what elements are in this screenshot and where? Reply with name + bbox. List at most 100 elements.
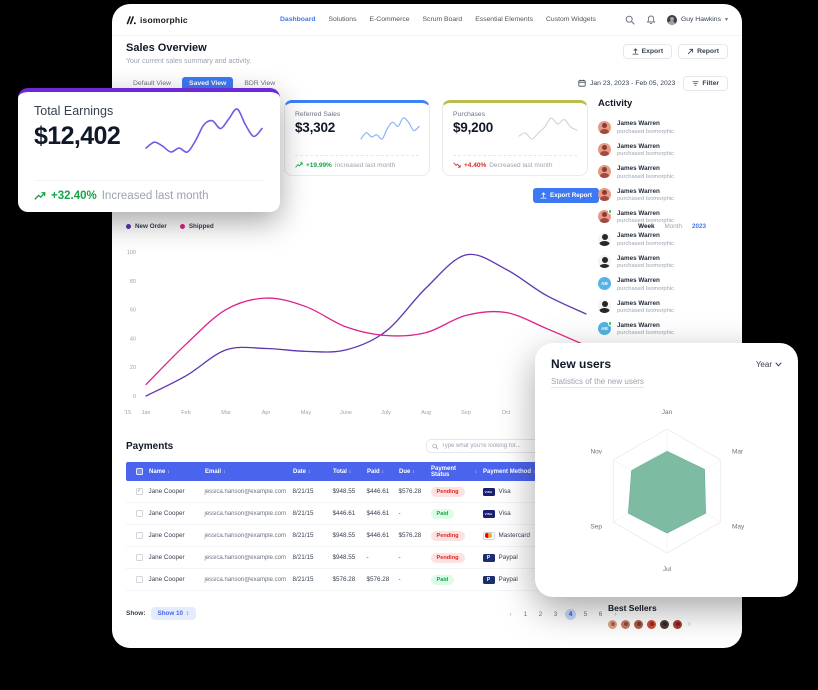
tab-saved-view[interactable]: Saved View xyxy=(182,76,234,90)
legend-dot xyxy=(126,224,131,229)
cell-status: Pending xyxy=(425,530,477,541)
page-1[interactable]: 1 xyxy=(523,611,528,618)
radar-chart: Jan Mar May Jul Sep Nov xyxy=(590,409,745,573)
activity-item: James Warren purchased Isomorphic xyxy=(598,228,732,250)
export-button[interactable]: Export xyxy=(622,44,673,59)
date-range-picker[interactable]: Jan 23, 2023 - Feb 05, 2023 xyxy=(578,79,675,87)
svg-text:June: June xyxy=(340,410,352,416)
sort-icon[interactable]: ↕ xyxy=(533,469,535,474)
page-3[interactable]: 3 xyxy=(553,611,558,618)
best-seller-avatar[interactable] xyxy=(660,620,669,629)
tab-default-view[interactable]: Default View xyxy=(133,79,172,87)
legend-item-shipped[interactable]: Shipped xyxy=(179,223,214,230)
status-badge: Pending xyxy=(430,486,465,497)
page-arrow[interactable]: ‹ xyxy=(509,611,512,618)
status-badge: Pending xyxy=(430,530,465,541)
activity-action: purchased Isomorphic xyxy=(617,330,675,337)
period-month[interactable]: Month xyxy=(664,223,682,230)
row-checkbox[interactable] xyxy=(136,554,143,561)
pagination: ‹ 1 2 3 4 5 6 › xyxy=(505,609,621,620)
best-seller-avatar[interactable] xyxy=(673,620,682,629)
sort-icon[interactable]: ↕ xyxy=(223,469,226,474)
row-checkbox[interactable] xyxy=(136,510,143,517)
nav-item-custom-widgets[interactable]: Custom Widgets xyxy=(546,16,596,23)
activity-action: purchased Isomorphic xyxy=(617,285,675,292)
best-seller-avatar[interactable] xyxy=(621,620,630,629)
period-2023[interactable]: 2023 xyxy=(691,223,706,230)
export-report-button[interactable]: Export Report xyxy=(533,188,599,203)
report-button[interactable]: Report xyxy=(678,44,728,59)
svg-text:Mar: Mar xyxy=(221,410,231,416)
row-checkbox[interactable] xyxy=(136,532,143,539)
user-menu[interactable]: Guy Hawkins ▾ xyxy=(666,14,728,25)
search-input[interactable] xyxy=(441,443,534,449)
nav-item-essential-elements[interactable]: Essential Elements xyxy=(475,16,533,23)
nav-item-dashboard[interactable]: Dashboard xyxy=(280,16,316,23)
svg-text:Mar: Mar xyxy=(732,449,744,456)
best-seller-avatar[interactable] xyxy=(647,620,656,629)
activity-item: James Warren purchased Isomorphic xyxy=(598,138,732,160)
activity-panel: Activity James Warren purchased Isomorphi… xyxy=(598,98,732,362)
sort-icon[interactable]: ↕ xyxy=(474,469,477,474)
total-earnings-card: Total Earnings $12,402 +32.40% Increased… xyxy=(18,88,280,212)
new-users-subtitle: Statistics of the new users xyxy=(551,377,644,388)
cell-due: - xyxy=(398,554,401,561)
activity-user-name: James Warren xyxy=(617,232,660,240)
logo[interactable]: isomorphic xyxy=(126,15,188,25)
nav-item-solutions[interactable]: Solutions xyxy=(328,16,357,23)
svg-text:Aug: Aug xyxy=(421,410,431,416)
best-sellers: Best Sellers › xyxy=(608,603,690,629)
column-header-name[interactable]: Name ↕ xyxy=(149,468,170,475)
cell-method: P Paypal xyxy=(477,553,705,562)
legend-item-new-order[interactable]: New Order xyxy=(126,223,167,230)
period-dropdown[interactable]: Year xyxy=(756,360,782,369)
activity-user-name: James Warren xyxy=(617,254,660,262)
sort-icon[interactable]: ↕ xyxy=(348,469,352,474)
sort-icon[interactable]: ↕ xyxy=(308,469,311,474)
chevron-right-icon[interactable]: › xyxy=(688,621,691,628)
row-checkbox[interactable] xyxy=(136,576,143,583)
table-row: ✓ Jane Cooper jessica.hanson@example.com 8/… xyxy=(126,481,728,503)
period-week[interactable]: Week xyxy=(638,223,655,230)
column-header-due[interactable]: Due ↕ xyxy=(399,468,415,475)
page-4[interactable]: 4 xyxy=(565,609,576,620)
search-icon[interactable] xyxy=(625,15,635,25)
column-header-payment-status[interactable]: Payment Status ↕ xyxy=(431,465,477,478)
page-6[interactable]: 6 xyxy=(598,611,603,618)
best-seller-avatar[interactable] xyxy=(634,620,643,629)
trend-up-icon xyxy=(34,190,46,202)
search-icon xyxy=(432,443,439,449)
row-checkbox[interactable]: ✓ xyxy=(136,488,143,495)
page-2[interactable]: 2 xyxy=(538,611,543,618)
best-seller-avatar[interactable] xyxy=(608,620,617,629)
sort-icon[interactable]: ↕ xyxy=(167,469,170,474)
page-arrow[interactable]: › xyxy=(614,611,617,618)
page-size-select[interactable]: Show 10 ↕ xyxy=(150,607,197,620)
cell-paid: $576.28 xyxy=(366,576,390,583)
nav-item-scrum-board[interactable]: Scrum Board xyxy=(422,16,463,23)
cell-paid: $446.61 xyxy=(366,488,390,495)
payment-method-label: Paypal xyxy=(498,576,518,583)
column-header-paid[interactable]: Paid ↕ xyxy=(367,468,384,475)
select-all-checkbox[interactable] xyxy=(136,468,143,475)
filter-button[interactable]: Filter xyxy=(683,75,728,91)
svg-text:Oct: Oct xyxy=(502,410,511,416)
bell-icon[interactable] xyxy=(646,15,656,25)
activity-action: purchased Isomorphic xyxy=(617,173,675,180)
column-header-payment-method[interactable]: Payment Method↕ xyxy=(477,469,705,475)
activity-action: purchased Isomorphic xyxy=(617,240,675,247)
updown-icon: ↕ xyxy=(186,610,190,617)
tab-bdr-view[interactable]: BDR View xyxy=(244,79,276,87)
cell-email: jessica.hanson@example.com xyxy=(204,532,286,539)
page-5[interactable]: 5 xyxy=(583,611,588,618)
column-header-date[interactable]: Date ↕ xyxy=(293,468,311,475)
table-row: Jane Cooper jessica.hanson@example.com 8/2… xyxy=(126,503,728,525)
activity-user-name: James Warren xyxy=(617,321,660,329)
column-header-total[interactable]: Total ↕ xyxy=(333,468,352,475)
stat-value: $9,200 xyxy=(453,120,494,135)
column-header-email[interactable]: Email ↕ xyxy=(205,468,226,475)
page-subtitle: Your current sales summary and activity. xyxy=(126,58,252,65)
sort-icon[interactable]: ↕ xyxy=(412,469,415,474)
nav-item-e-commerce[interactable]: E-Commerce xyxy=(369,16,410,23)
sort-icon[interactable]: ↕ xyxy=(381,469,384,474)
